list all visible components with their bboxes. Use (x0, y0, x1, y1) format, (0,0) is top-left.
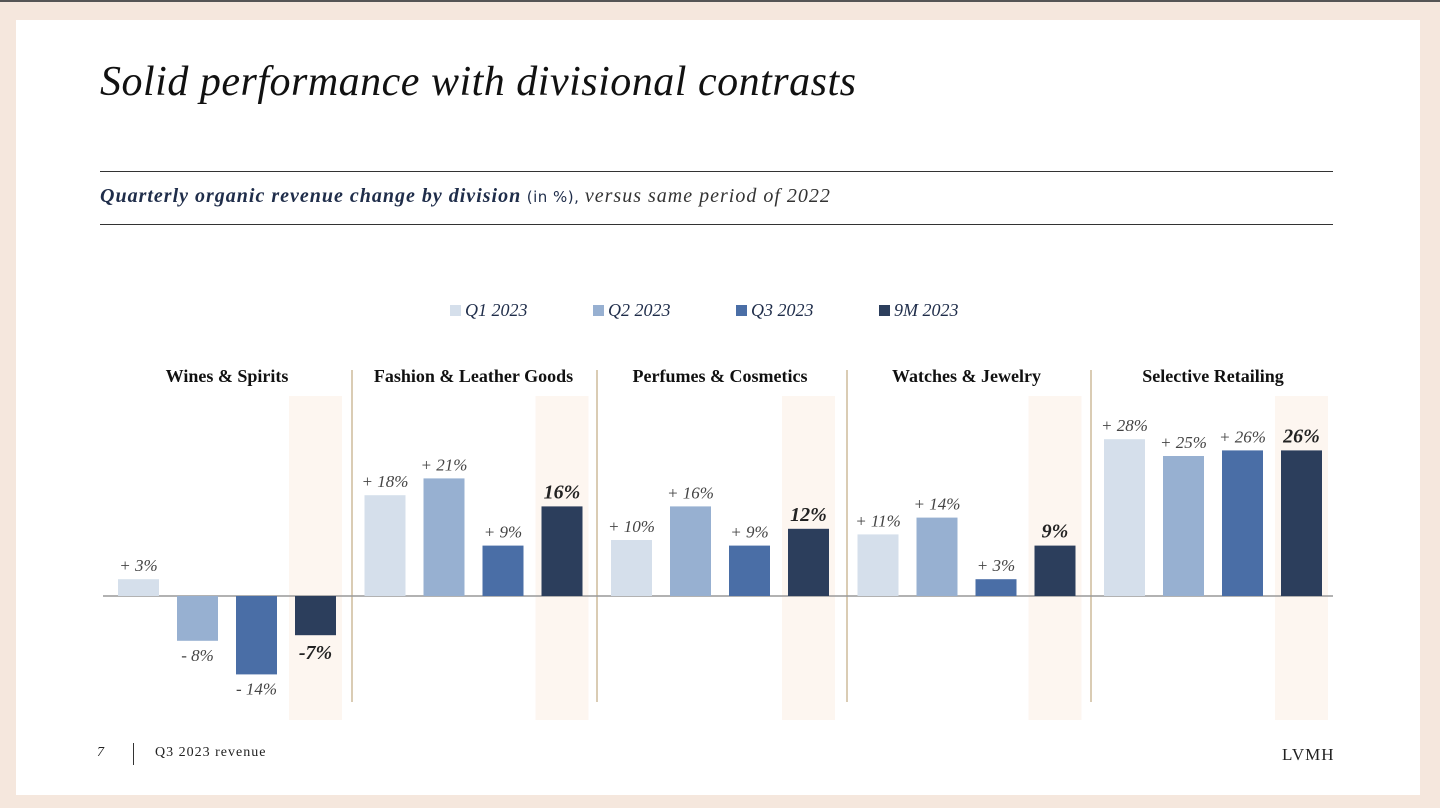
bar (857, 534, 899, 596)
bar (1163, 456, 1204, 596)
category-label: Selective Retailing (1142, 366, 1283, 386)
legend-swatch (450, 305, 461, 316)
subtitle-unit: (in %), (526, 188, 580, 206)
data-label: + 25% (1160, 433, 1207, 452)
page-number: 7 (97, 745, 104, 760)
data-label: + 18% (362, 472, 409, 491)
bar (1222, 450, 1263, 596)
data-label: -7% (299, 642, 332, 664)
data-label: - 14% (236, 679, 277, 698)
legend-swatch (736, 305, 747, 316)
legend-item: Q1 2023 (450, 300, 593, 321)
footer-divider (133, 743, 134, 765)
legend-swatch (593, 305, 604, 316)
legend-item: Q2 2023 (593, 300, 736, 321)
data-label: 12% (790, 504, 827, 526)
bar (364, 495, 406, 596)
bar (1281, 450, 1322, 596)
legend-label: Q3 2023 (751, 300, 814, 320)
bar (788, 528, 829, 596)
bar (236, 596, 277, 675)
data-label: + 9% (484, 523, 522, 542)
bar (118, 579, 159, 596)
divider-rule (100, 171, 1333, 172)
category-label: Fashion & Leather Goods (374, 366, 573, 386)
slide-title: Solid performance with divisional contra… (100, 59, 857, 105)
bar (916, 517, 958, 596)
category-label: Perfumes & Cosmetics (633, 366, 808, 386)
bar (1104, 439, 1145, 596)
legend-label: 9M 2023 (894, 300, 959, 320)
data-label: + 3% (977, 556, 1015, 575)
data-label: + 16% (667, 483, 714, 502)
subtitle-bold: Quarterly organic revenue change by divi… (100, 185, 522, 207)
legend-label: Q1 2023 (465, 300, 528, 320)
data-label: - 8% (181, 646, 214, 665)
data-label: + 9% (730, 523, 768, 542)
category-label: Watches & Jewelry (892, 366, 1041, 386)
data-label: + 26% (1219, 427, 1266, 446)
legend: Q1 2023 Q2 2023 Q3 2023 9M 2023 (450, 300, 1022, 321)
bar (611, 540, 652, 596)
legend-swatch (879, 305, 890, 316)
window-top-border (0, 0, 1440, 2)
data-label: 9% (1042, 521, 1069, 543)
brand-logo: LVMH (1282, 745, 1335, 764)
bar (482, 545, 524, 596)
bar (670, 506, 711, 596)
data-label: 26% (1282, 425, 1320, 447)
chart-subtitle: Quarterly organic revenue change by divi… (100, 185, 831, 208)
bar (177, 596, 218, 641)
highlight-column (289, 396, 342, 720)
data-label: + 10% (608, 517, 655, 536)
legend-item: 9M 2023 (879, 300, 1022, 321)
bar (295, 596, 336, 636)
divider-rule (100, 224, 1333, 225)
data-label: 16% (544, 481, 581, 503)
bar (1034, 545, 1076, 596)
subtitle-rest: versus same period of 2022 (584, 185, 831, 207)
data-label: + 14% (914, 495, 961, 514)
bar (975, 579, 1017, 596)
legend-item: Q3 2023 (736, 300, 879, 321)
data-label: + 28% (1101, 416, 1148, 435)
bar (541, 506, 583, 596)
footer-label: Q3 2023 revenue (155, 745, 267, 760)
data-label: + 21% (421, 455, 468, 474)
data-label: + 3% (119, 556, 157, 575)
bar (423, 478, 465, 596)
legend-label: Q2 2023 (608, 300, 671, 320)
bar (729, 545, 770, 596)
category-label: Wines & Spirits (166, 366, 289, 386)
data-label: + 11% (855, 511, 901, 530)
